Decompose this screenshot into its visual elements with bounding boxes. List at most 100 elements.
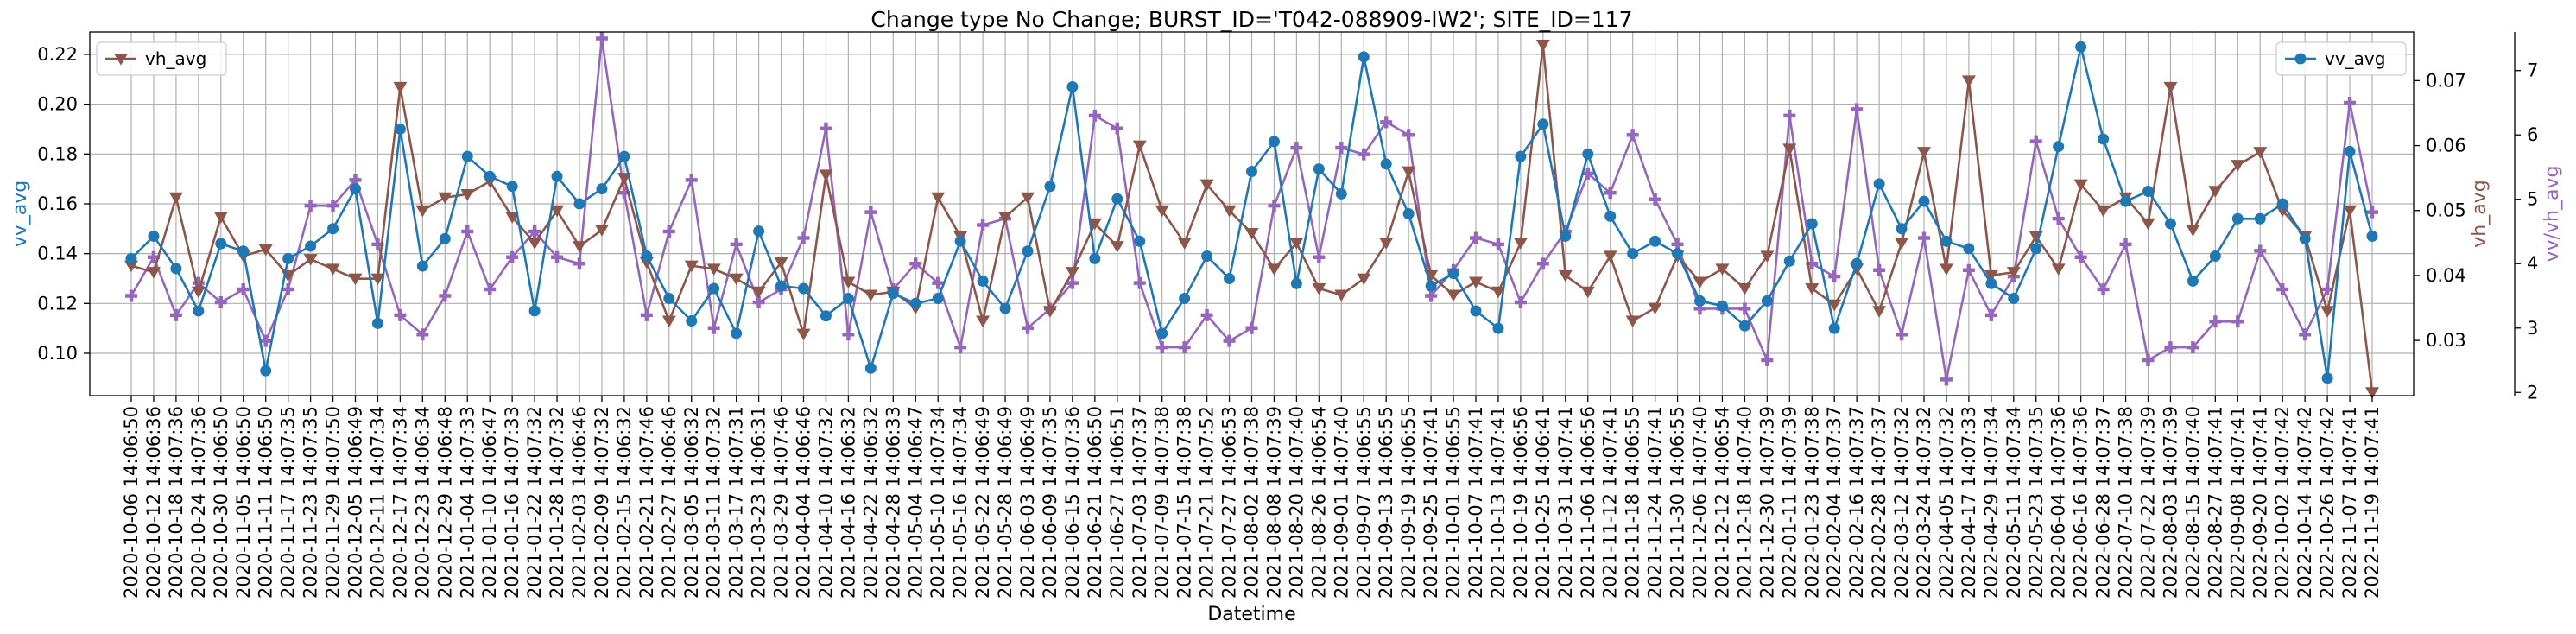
x-tick-label: 2021-03-11 14:07:32 xyxy=(704,406,725,599)
data-point xyxy=(1984,308,1997,321)
data-point xyxy=(1358,51,1370,63)
data-point xyxy=(2276,283,2289,296)
data-point xyxy=(1918,195,1930,207)
data-point xyxy=(2163,81,2178,94)
data-point xyxy=(1066,276,1079,289)
data-point xyxy=(1806,218,1818,230)
legend-box xyxy=(2275,41,2407,76)
data-point xyxy=(1805,282,1820,295)
data-point xyxy=(2053,141,2065,153)
data-point xyxy=(506,181,518,193)
y-tick-label: 0.14 xyxy=(37,244,78,264)
x-tick-label: 2021-09-13 14:06:55 xyxy=(1376,406,1396,599)
data-point xyxy=(1940,235,1953,247)
x-tick-label: 2020-12-05 14:06:49 xyxy=(345,406,366,599)
data-point xyxy=(1447,268,1459,280)
data-point xyxy=(528,305,541,317)
data-point xyxy=(1649,193,1661,206)
data-point xyxy=(484,170,496,182)
data-point xyxy=(2164,341,2177,354)
y-axis-title: vh_avg xyxy=(2469,180,2491,247)
x-tick-label: 2021-06-27 14:06:51 xyxy=(1107,406,1128,599)
data-point xyxy=(1895,238,1909,250)
data-point xyxy=(282,283,294,296)
data-point xyxy=(1872,306,1887,318)
data-point xyxy=(1828,322,1840,334)
x-tick-label: 2020-10-24 14:07:36 xyxy=(188,406,209,599)
legend-vh-avg: vh_avg xyxy=(96,41,227,76)
data-point xyxy=(1963,243,1975,255)
series-vv-avg xyxy=(125,41,2378,384)
x-tick-label: 2021-08-08 14:07:39 xyxy=(1263,406,1284,599)
data-point xyxy=(1469,276,1483,289)
y-tick-label: 0.10 xyxy=(37,343,78,364)
data-point xyxy=(909,257,922,270)
data-point xyxy=(1155,341,1168,354)
x-tick-label: 2021-12-06 14:07:40 xyxy=(1690,406,1711,599)
x-tick-label: 2021-12-18 14:07:40 xyxy=(1734,406,1755,599)
data-point xyxy=(168,192,183,205)
data-point xyxy=(1087,218,1102,231)
data-point xyxy=(2142,186,2154,198)
data-point xyxy=(550,205,565,218)
data-point xyxy=(931,192,946,205)
data-point xyxy=(170,263,182,275)
data-point xyxy=(820,310,832,322)
x-tick-label: 2021-06-21 14:06:50 xyxy=(1085,406,1105,599)
x-tick-label: 2021-02-15 14:06:32 xyxy=(614,406,635,599)
data-point xyxy=(731,327,743,339)
x-tick-label: 2020-12-17 14:07:34 xyxy=(389,406,410,599)
x-axis-title: Datetime xyxy=(1207,604,1295,625)
legend-layer: vh_avg vv_avg xyxy=(96,41,2407,76)
data-point xyxy=(1380,116,1393,129)
legend-label: vh_avg xyxy=(145,48,206,69)
x-tick-label: 2021-03-29 14:07:46 xyxy=(771,406,792,599)
data-point xyxy=(2253,147,2268,159)
data-point xyxy=(998,212,1013,224)
data-point xyxy=(1380,158,1392,170)
data-point xyxy=(1962,263,1975,276)
data-point xyxy=(2098,133,2110,145)
x-tick-label: 2022-02-28 14:07:37 xyxy=(1869,406,1889,599)
data-point xyxy=(2029,231,2043,244)
data-point xyxy=(1760,250,1775,263)
x-tick-label: 2022-11-07 14:07:41 xyxy=(2339,406,2360,599)
data-point xyxy=(573,198,585,210)
x-tick-label: 2022-08-03 14:07:39 xyxy=(2160,406,2180,599)
y-tick-label: 0.03 xyxy=(2426,330,2466,351)
data-point xyxy=(1737,282,1752,295)
data-point xyxy=(1513,238,1528,250)
data-point xyxy=(2365,387,2379,399)
data-point xyxy=(1782,143,1797,155)
x-tick-label: 2021-05-10 14:07:34 xyxy=(927,406,948,599)
data-point xyxy=(661,315,676,328)
data-point xyxy=(237,283,250,296)
data-point xyxy=(1918,231,1930,244)
data-point xyxy=(2231,315,2244,328)
x-tick-label: 2021-10-07 14:07:41 xyxy=(1465,406,1486,599)
data-point xyxy=(1312,282,1326,295)
data-point xyxy=(909,297,921,309)
data-point xyxy=(551,250,564,263)
y-tick-label: 0.04 xyxy=(2426,265,2466,286)
data-point xyxy=(1491,238,1504,250)
data-point xyxy=(528,225,541,238)
data-point xyxy=(1402,166,1416,179)
axes-layer: 0.10 0.12 0.14 0.16 0.18 0.20 0.22 vv_avg 0.03 0.… xyxy=(9,32,2563,403)
data-point xyxy=(775,280,788,292)
data-point xyxy=(2006,267,2021,279)
data-point xyxy=(1088,109,1101,122)
data-point xyxy=(797,231,810,244)
x-tick-label: 2021-11-18 14:06:55 xyxy=(1623,406,1643,599)
data-point xyxy=(1625,315,1640,328)
data-point xyxy=(2119,238,2132,250)
data-point xyxy=(976,315,991,328)
x-tick-label: 2021-04-16 14:06:32 xyxy=(838,406,858,599)
data-point xyxy=(1179,293,1191,305)
y-tick-label: 0.07 xyxy=(2426,70,2466,91)
data-point xyxy=(841,276,856,289)
data-point xyxy=(1917,147,1931,159)
data-point xyxy=(2366,230,2378,242)
data-point xyxy=(1560,230,1572,242)
data-point xyxy=(686,314,698,327)
